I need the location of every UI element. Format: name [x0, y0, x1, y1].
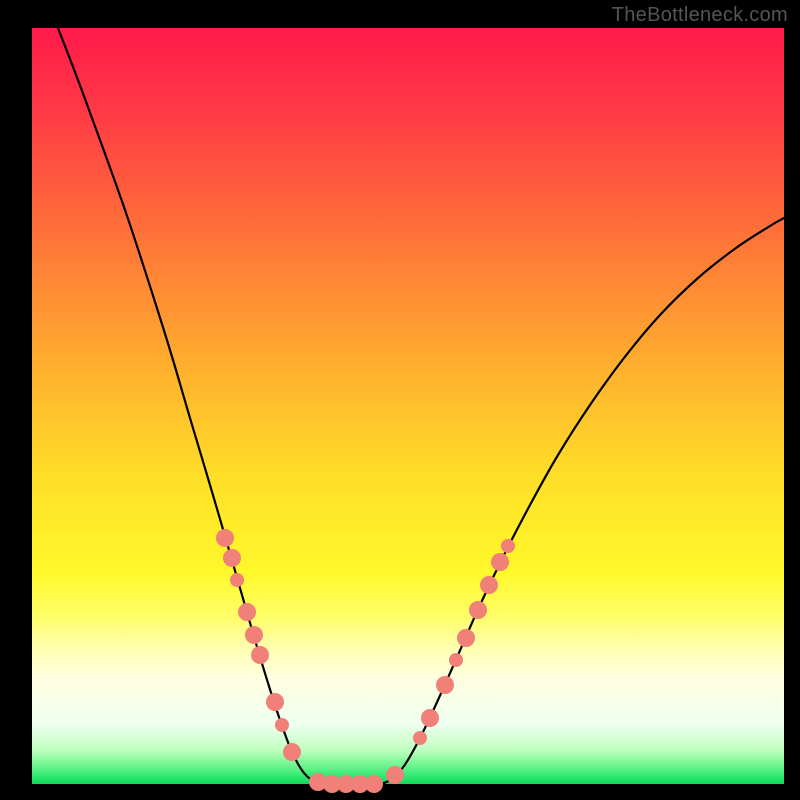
data-marker — [501, 539, 515, 553]
data-marker — [436, 676, 454, 694]
data-marker — [491, 553, 509, 571]
data-marker — [365, 775, 383, 793]
data-marker — [238, 603, 256, 621]
data-marker — [480, 576, 498, 594]
data-marker — [421, 709, 439, 727]
chart-container: TheBottleneck.com — [0, 0, 800, 800]
data-marker — [413, 731, 427, 745]
data-marker — [275, 718, 289, 732]
plot-area — [32, 28, 784, 784]
data-marker — [449, 653, 463, 667]
data-marker — [230, 573, 244, 587]
data-marker — [283, 743, 301, 761]
data-marker — [216, 529, 234, 547]
data-marker — [266, 693, 284, 711]
data-marker — [251, 646, 269, 664]
data-marker — [386, 766, 404, 784]
data-marker — [469, 601, 487, 619]
data-marker — [457, 629, 475, 647]
bottleneck-chart — [0, 0, 800, 800]
data-marker — [245, 626, 263, 644]
data-marker — [223, 549, 241, 567]
watermark-text: TheBottleneck.com — [612, 4, 788, 27]
